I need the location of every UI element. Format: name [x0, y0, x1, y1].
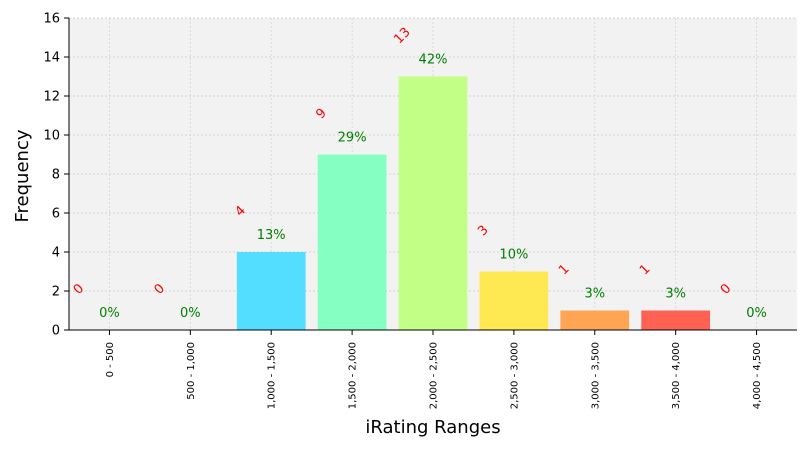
percent-label: 0%	[746, 306, 767, 321]
percent-label: 13%	[257, 228, 286, 243]
x-axis-title: iRating Ranges	[365, 417, 500, 438]
y-tick-label: 14	[43, 51, 60, 66]
percent-label: 0%	[99, 306, 120, 321]
y-tick-label: 16	[43, 12, 60, 27]
bar	[641, 310, 711, 330]
bar	[236, 252, 306, 330]
percent-label: 0%	[180, 306, 201, 321]
x-tick-label: 2,000 - 2,500	[429, 342, 440, 409]
y-axis-title: Frequency	[12, 129, 33, 222]
percent-label: 29%	[338, 131, 367, 146]
x-tick-label: 3,500 - 4,000	[671, 342, 682, 409]
y-tick-label: 0	[52, 324, 60, 339]
x-tick-label: 2,500 - 3,000	[509, 342, 520, 409]
y-tick-label: 12	[43, 90, 60, 105]
y-tick-label: 6	[52, 207, 60, 222]
x-tick-label: 500 - 1,000	[186, 342, 197, 400]
percent-label: 3%	[584, 287, 605, 302]
bar	[398, 76, 468, 330]
percent-label: 42%	[419, 53, 448, 68]
x-tick-label: 0 - 500	[105, 342, 116, 377]
y-tick-label: 4	[52, 246, 60, 261]
x-tick-label: 3,000 - 3,500	[590, 342, 601, 409]
x-tick-label: 1,500 - 2,000	[348, 342, 359, 409]
percent-label: 10%	[499, 248, 528, 263]
axes: 0 2 4 6 8 10 12 14 16 0 - 500 500 - 1,000 1,000 - 1…	[43, 12, 797, 409]
x-tick-label: 1,000 - 1,500	[267, 342, 278, 409]
bar	[560, 310, 630, 330]
x-tick-label: 4,000 - 4,500	[752, 342, 763, 409]
y-tick-label: 8	[52, 168, 60, 183]
percent-label: 3%	[665, 287, 686, 302]
bar	[317, 154, 387, 330]
bars	[236, 76, 711, 330]
bar	[479, 271, 549, 330]
y-tick-label: 10	[43, 129, 60, 144]
y-tick-label: 2	[52, 285, 60, 300]
